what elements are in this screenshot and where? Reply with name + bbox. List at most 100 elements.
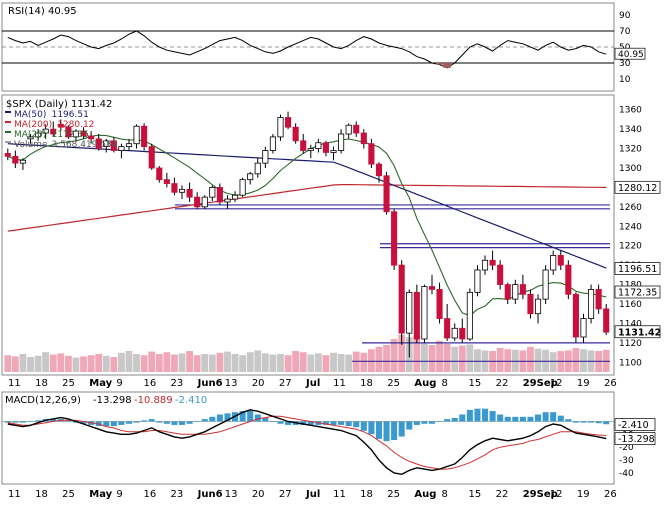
macd-histogram-bar <box>466 409 473 422</box>
candle-down <box>95 138 102 149</box>
macd-histogram-bar <box>300 421 307 425</box>
legend-entry-name: MA(200) <box>14 120 52 130</box>
macd-histogram-bar <box>307 421 314 425</box>
candle-up <box>19 159 26 164</box>
volume-bar <box>428 345 436 372</box>
volume-bar <box>383 345 390 372</box>
volume-bar <box>163 352 171 372</box>
candle-down <box>413 291 420 340</box>
candle-up <box>580 318 587 338</box>
candle-up <box>542 269 549 300</box>
macd-histogram-bar <box>406 421 413 430</box>
macd-histogram-bar <box>141 420 148 422</box>
price-tick-label: 1340 <box>619 125 642 135</box>
candle-down <box>285 117 292 128</box>
candle-down <box>292 126 299 142</box>
macd-histogram-bar <box>444 419 451 422</box>
candle-up <box>27 136 34 140</box>
volume-bar <box>186 351 193 372</box>
ma200-line <box>7 184 607 232</box>
macd-histogram-bar <box>65 420 72 422</box>
macd-histogram-bar <box>572 421 579 423</box>
volume-bar <box>330 352 337 372</box>
macd-x-axis: 11 18 25 May 9 16 23 Jun6 13 20 27 Jul 11 18 25 Aug 8 15 2… <box>8 489 617 500</box>
x-tick-label: 13 <box>225 489 238 500</box>
macd-histogram-bar <box>118 421 125 425</box>
candle-up <box>35 132 42 138</box>
volume-bar <box>102 355 110 372</box>
macd-histogram-bar <box>330 421 337 425</box>
x-tick-label: May <box>89 378 112 389</box>
price-last-label-box <box>614 180 661 194</box>
macd-histogram-bar <box>550 412 557 422</box>
macd-histogram-bar <box>27 421 34 422</box>
macd-histogram-bar <box>12 421 19 423</box>
x-tick-label: 26 <box>604 489 617 500</box>
candle-down <box>565 264 572 295</box>
volume-bar <box>27 357 34 372</box>
volume-bar <box>201 354 209 372</box>
macd-histogram-bar <box>421 421 428 424</box>
macd-histogram-bar <box>489 411 496 422</box>
candle-up <box>550 255 557 271</box>
volume-bar <box>216 352 224 372</box>
candle-down <box>572 293 579 338</box>
volume-bar <box>466 344 474 372</box>
x-tick-label: 29Sep <box>523 489 558 500</box>
candle-down <box>65 126 72 138</box>
x-tick-label: 25 <box>62 489 75 500</box>
macd-histogram-bar <box>285 421 292 425</box>
candle-down <box>444 318 451 339</box>
candle-up <box>133 125 140 145</box>
macd-histogram-bar <box>345 421 352 427</box>
macd-histogram-bar <box>209 416 216 422</box>
price-tick-label: 1300 <box>619 164 642 174</box>
macd-histogram-bar <box>481 408 489 422</box>
macd-histogram-bar <box>133 421 140 423</box>
macd-histogram-bar <box>383 421 390 442</box>
x-tick-label: Jul <box>305 489 320 500</box>
macd-histogram-bar <box>254 414 261 422</box>
price-tick-label: 1260 <box>619 203 642 213</box>
x-tick-label: 22 <box>496 489 509 500</box>
candle-down <box>194 196 201 208</box>
candle-up <box>103 140 110 148</box>
volume-bar <box>231 354 239 372</box>
x-tick-label: 11 <box>8 378 21 389</box>
legend-entry-value: 1196.51 <box>52 110 89 120</box>
candle-down <box>300 140 307 151</box>
candle-down <box>80 130 87 137</box>
candle-down <box>171 183 178 193</box>
x-tick-label: 18 <box>360 489 373 500</box>
macd-histogram-bar <box>436 421 443 422</box>
macd-panel: MACD(12,26,9) -13.298 -10.889 -2.410 0-1… <box>1 391 656 485</box>
candle-down <box>156 167 163 181</box>
macd-histogram-bar <box>504 416 511 422</box>
volume-bar <box>504 349 512 372</box>
x-tick-label: 25 <box>387 378 400 389</box>
volume-bar <box>208 354 216 372</box>
candle-down <box>148 146 155 169</box>
candle-up <box>72 130 80 138</box>
volume-bar <box>87 355 95 372</box>
volume-bar <box>398 334 406 372</box>
candle-up <box>231 194 239 200</box>
x-tick-label: 11 <box>8 489 21 500</box>
x-tick-label: 18 <box>35 489 48 500</box>
candle-up <box>588 289 595 319</box>
volume-bar <box>436 340 443 372</box>
macd-histogram-bar <box>35 420 42 422</box>
candle-up <box>534 298 542 315</box>
macd-tick-label: -20 <box>619 443 634 453</box>
volume-bar <box>390 339 398 372</box>
candle-up <box>247 173 254 181</box>
x-tick-label: 9 <box>116 489 122 500</box>
macd-histogram-bar <box>557 415 564 422</box>
candle-up <box>474 269 481 293</box>
macd-tick-label: -40 <box>619 469 634 479</box>
x-tick-label: 19 <box>577 489 590 500</box>
macd-last-label: -13.298 <box>618 434 655 445</box>
volume-bar <box>496 348 504 372</box>
candle-down <box>186 188 193 198</box>
volume-bar <box>171 354 178 372</box>
